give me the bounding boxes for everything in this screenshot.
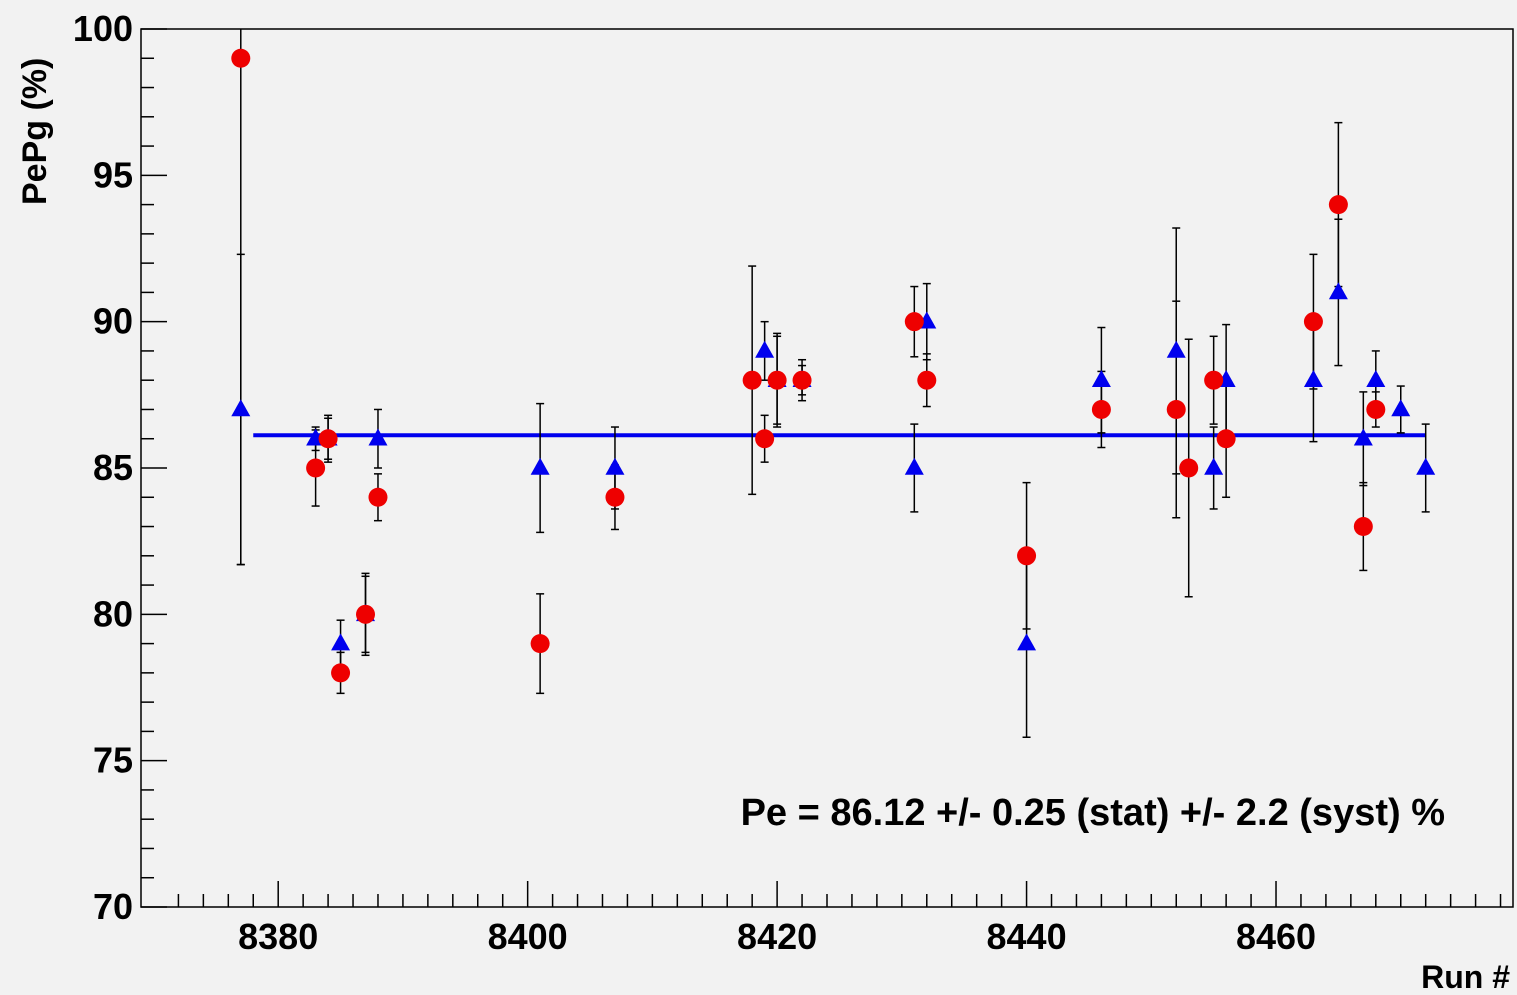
fit-annotation: Pe = 86.12 +/- 0.25 (stat) +/- 2.2 (syst… bbox=[741, 792, 1445, 834]
circle-marker bbox=[917, 370, 937, 390]
circle-marker bbox=[1303, 312, 1323, 332]
circle-marker bbox=[742, 370, 762, 390]
y-tick-label: 90 bbox=[93, 301, 133, 342]
triangle-marker bbox=[1353, 428, 1373, 446]
circle-marker bbox=[231, 48, 251, 68]
circle-marker bbox=[1216, 429, 1236, 449]
triangle-marker bbox=[1366, 370, 1386, 387]
y-tick-label: 100 bbox=[73, 8, 133, 49]
triangle-marker bbox=[755, 340, 775, 358]
circle-marker bbox=[331, 663, 351, 683]
triangle-marker bbox=[1303, 370, 1323, 387]
circle-marker bbox=[1353, 517, 1373, 537]
x-tick-label: 8440 bbox=[987, 916, 1067, 957]
circle-marker bbox=[356, 604, 376, 624]
y-tick-label: 80 bbox=[93, 593, 133, 634]
triangle-marker bbox=[1391, 399, 1411, 417]
triangle-marker bbox=[1091, 370, 1111, 387]
y-tick-label: 70 bbox=[93, 886, 133, 927]
circle-marker bbox=[368, 487, 388, 507]
y-tick-label: 85 bbox=[93, 447, 133, 488]
circle-marker bbox=[792, 370, 812, 390]
circle-marker bbox=[1017, 546, 1037, 566]
y-tick-label: 75 bbox=[93, 740, 133, 781]
circle-marker bbox=[306, 458, 326, 478]
triangle-marker bbox=[1328, 282, 1348, 300]
triangle-marker bbox=[1416, 457, 1436, 475]
circle-marker bbox=[904, 312, 924, 332]
circle-marker bbox=[530, 634, 550, 654]
x-tick-label: 8420 bbox=[737, 916, 817, 957]
triangle-marker bbox=[1166, 340, 1186, 358]
circle-marker bbox=[1166, 399, 1186, 419]
triangle-marker bbox=[605, 457, 625, 475]
circle-marker bbox=[605, 487, 625, 507]
triangle-marker bbox=[1204, 457, 1224, 475]
markers bbox=[231, 48, 1436, 683]
x-axis-label: Run # bbox=[1421, 959, 1510, 995]
circle-marker bbox=[1091, 399, 1111, 419]
x-tick-label: 8460 bbox=[1236, 916, 1316, 957]
y-axis-label: PePg (%) bbox=[16, 58, 54, 205]
circle-marker bbox=[1204, 370, 1224, 390]
circle-marker bbox=[1366, 399, 1386, 419]
triangle-marker bbox=[1017, 633, 1037, 651]
triangle-marker bbox=[368, 428, 388, 446]
x-tick-label: 8400 bbox=[488, 916, 568, 957]
axis-ticks: 70 75 80 85 90 95 100 8380 8400 8420 8440 8460 bbox=[73, 8, 1502, 957]
x-tick-label: 8380 bbox=[238, 916, 318, 957]
circle-marker bbox=[1179, 458, 1199, 478]
plot-frame bbox=[140, 28, 1514, 908]
circle-marker bbox=[318, 429, 338, 449]
circle-marker bbox=[755, 429, 775, 449]
y-tick-label: 95 bbox=[93, 154, 133, 195]
triangle-marker bbox=[530, 457, 550, 475]
triangle-marker bbox=[904, 457, 924, 475]
triangle-marker bbox=[331, 633, 351, 651]
circle-marker bbox=[1328, 195, 1348, 215]
triangle-marker bbox=[231, 399, 251, 417]
circle-marker bbox=[767, 370, 787, 390]
